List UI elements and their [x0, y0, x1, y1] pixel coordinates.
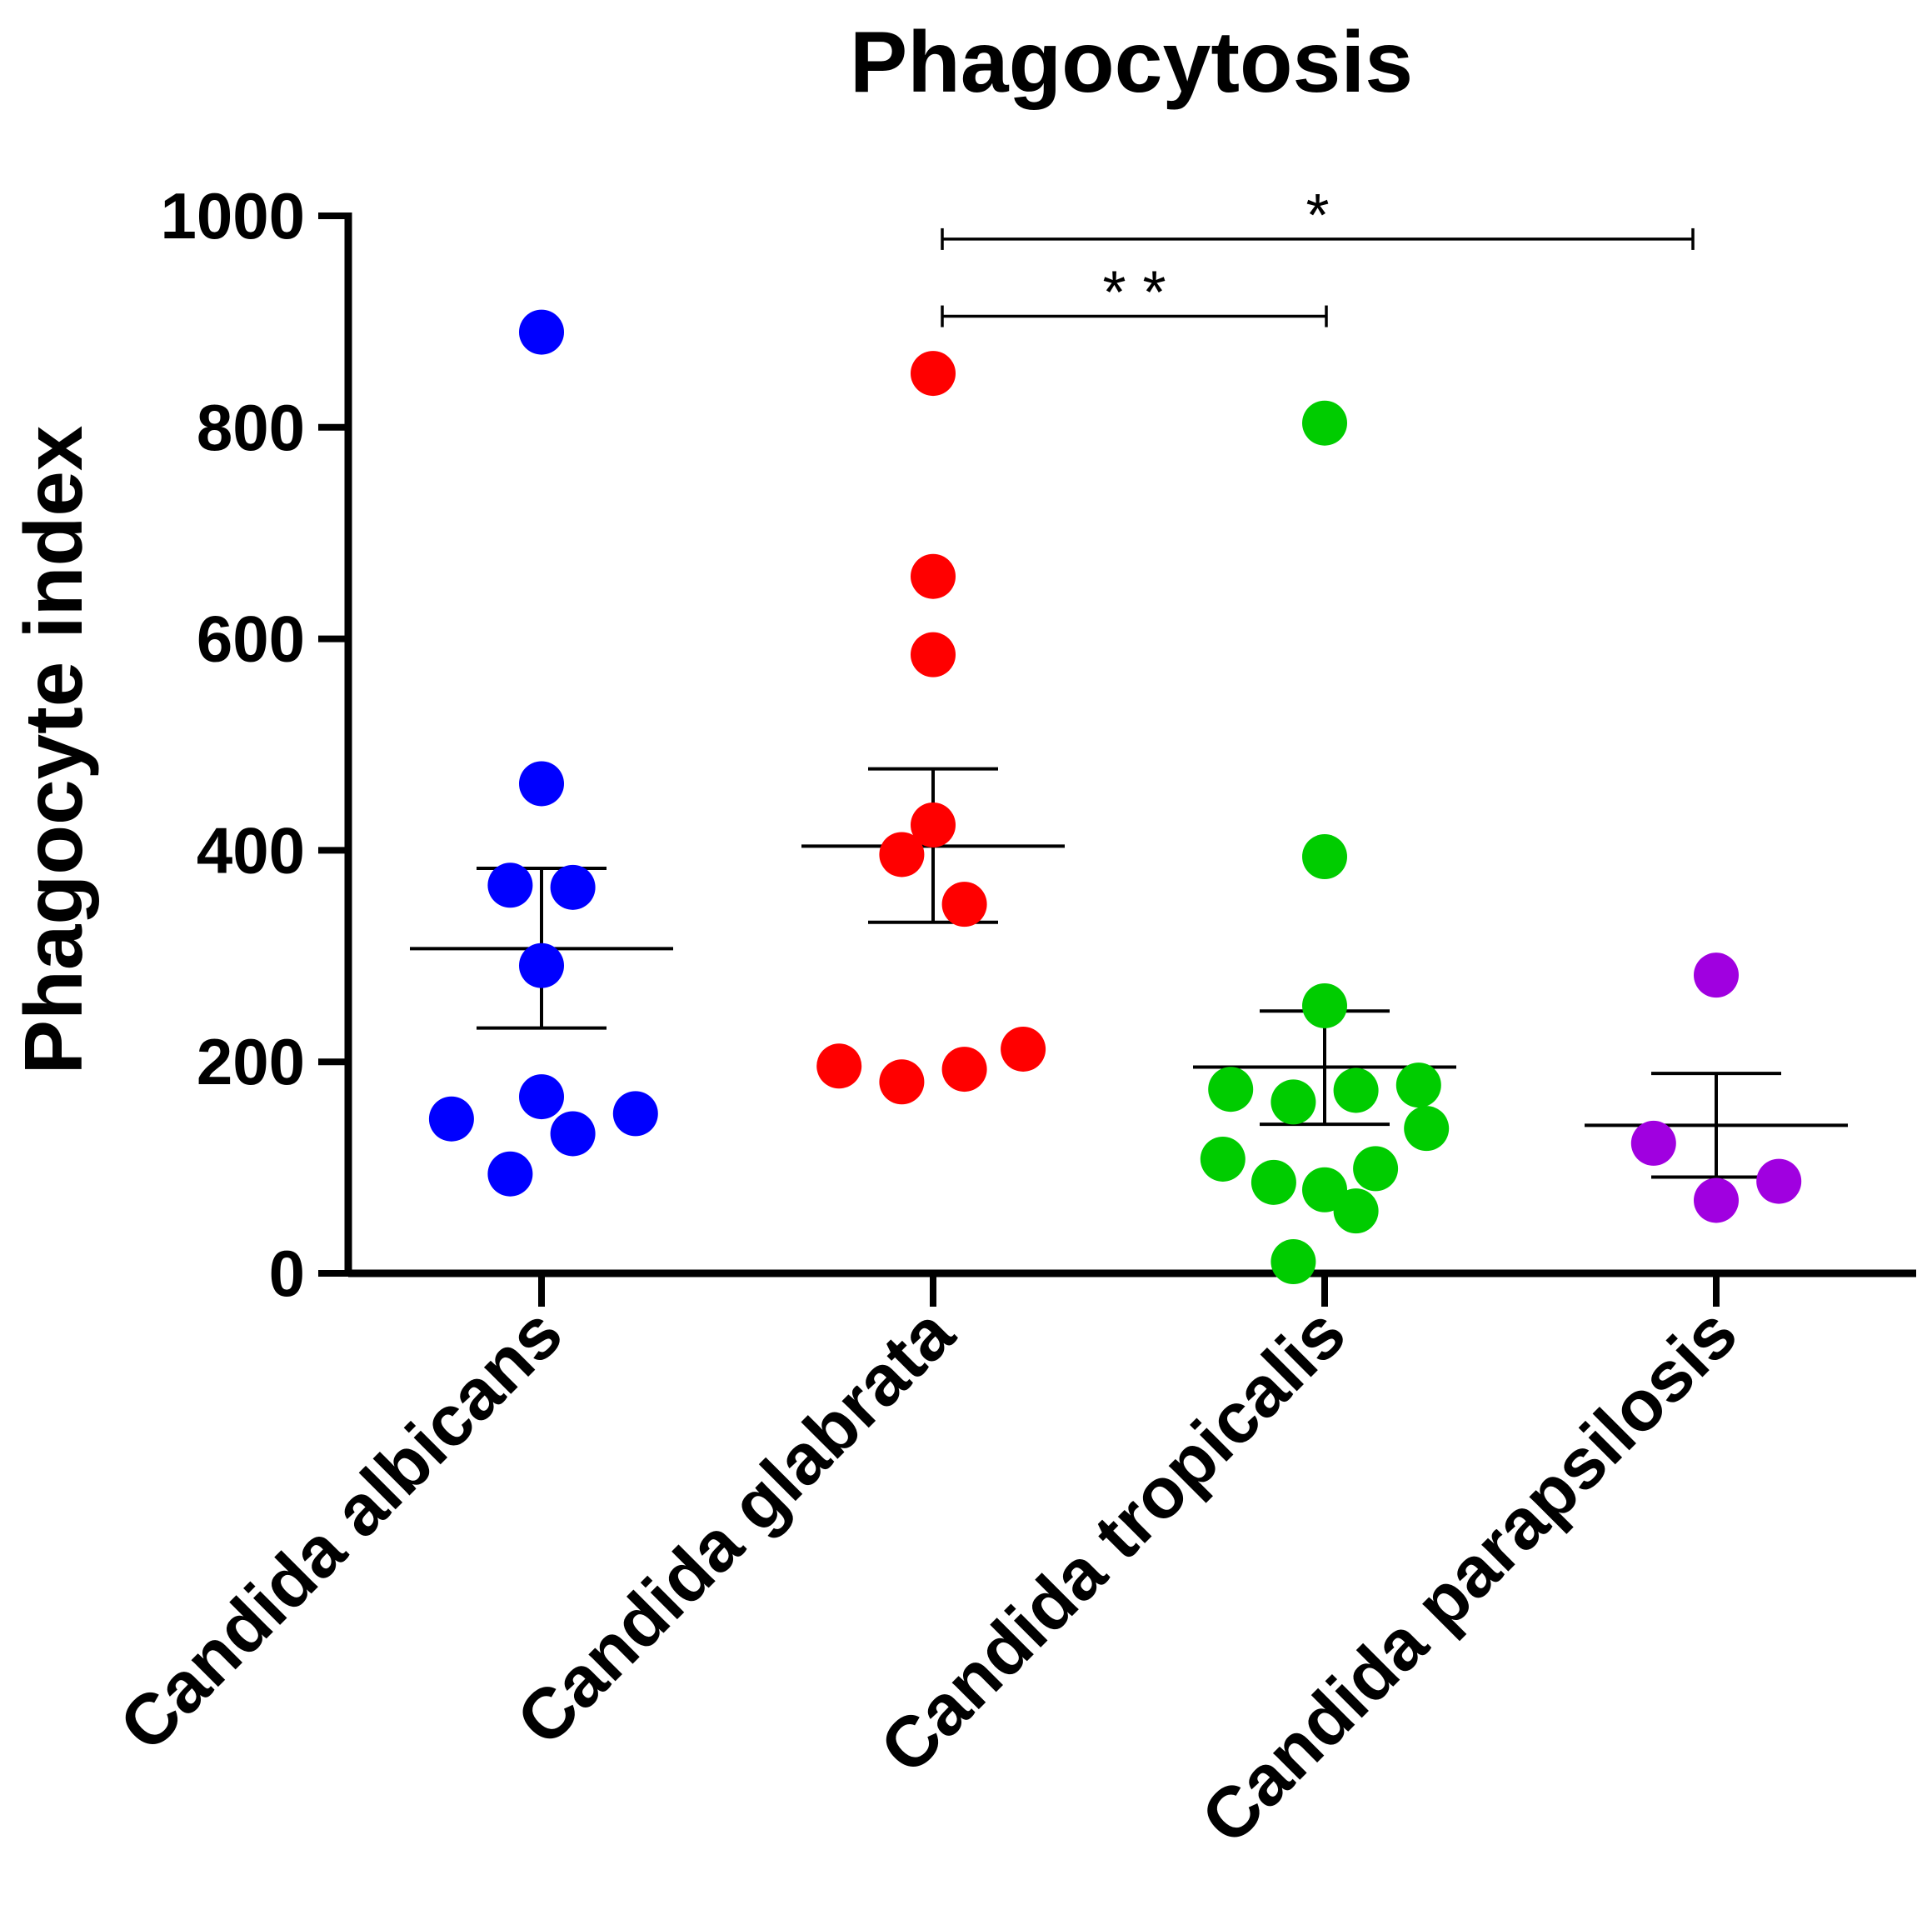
data-point: [1208, 1067, 1254, 1112]
data-point: [1404, 1106, 1450, 1152]
y-ticks: 0 200 400 600 800 1000: [160, 179, 348, 1310]
data-point: [879, 1059, 925, 1105]
chart-title: Phagocytosis: [850, 14, 1413, 111]
axes: [344, 212, 1916, 1278]
error-bars: [410, 767, 1848, 1179]
data-point: [1271, 1079, 1316, 1125]
data-point: [911, 553, 956, 599]
data-point: [1630, 1120, 1676, 1166]
data-point: [1353, 1146, 1399, 1192]
data-point: [911, 632, 956, 678]
data-point: [519, 761, 564, 807]
data-point: [911, 351, 956, 397]
significance-brackets: * * *: [941, 182, 1695, 328]
data-point: [1302, 400, 1347, 446]
significance-label: * *: [1102, 260, 1166, 327]
y-tick-label: 0: [269, 1237, 305, 1310]
data-point: [519, 1074, 564, 1120]
data-point: [1333, 1068, 1379, 1113]
y-tick-label: 400: [197, 813, 305, 887]
data-point: [1395, 1062, 1441, 1108]
data-point: [519, 942, 564, 988]
data-point: [612, 1091, 658, 1137]
y-tick-label: 600: [197, 602, 305, 676]
data-point: [1302, 982, 1347, 1028]
data-points: [428, 309, 1802, 1285]
y-axis-label: Phagocyte index: [7, 426, 99, 1075]
data-point: [1251, 1159, 1296, 1205]
data-point: [879, 832, 925, 878]
data-point: [911, 802, 956, 848]
data-point: [519, 309, 564, 355]
data-point: [1271, 1239, 1316, 1285]
y-tick-label: 800: [197, 391, 305, 464]
data-point: [1694, 1178, 1739, 1223]
data-point: [816, 1043, 862, 1089]
data-point: [941, 882, 987, 928]
data-point: [1694, 952, 1739, 998]
data-point: [550, 864, 596, 910]
data-point: [1001, 1026, 1046, 1072]
data-point: [487, 862, 533, 908]
data-point: [1333, 1188, 1379, 1234]
significance-label: *: [1305, 182, 1329, 249]
data-point: [1302, 834, 1347, 880]
y-tick-label: 1000: [160, 179, 305, 252]
data-point: [550, 1111, 596, 1157]
x-tick-label: Candida albicans: [104, 1293, 577, 1767]
data-point: [1200, 1136, 1246, 1182]
data-point: [428, 1096, 474, 1142]
data-point: [1756, 1158, 1802, 1204]
x-tick-label: Candida glabrata: [502, 1292, 970, 1761]
data-point: [941, 1047, 987, 1092]
data-point: [487, 1151, 533, 1197]
y-tick-label: 200: [197, 1025, 305, 1098]
